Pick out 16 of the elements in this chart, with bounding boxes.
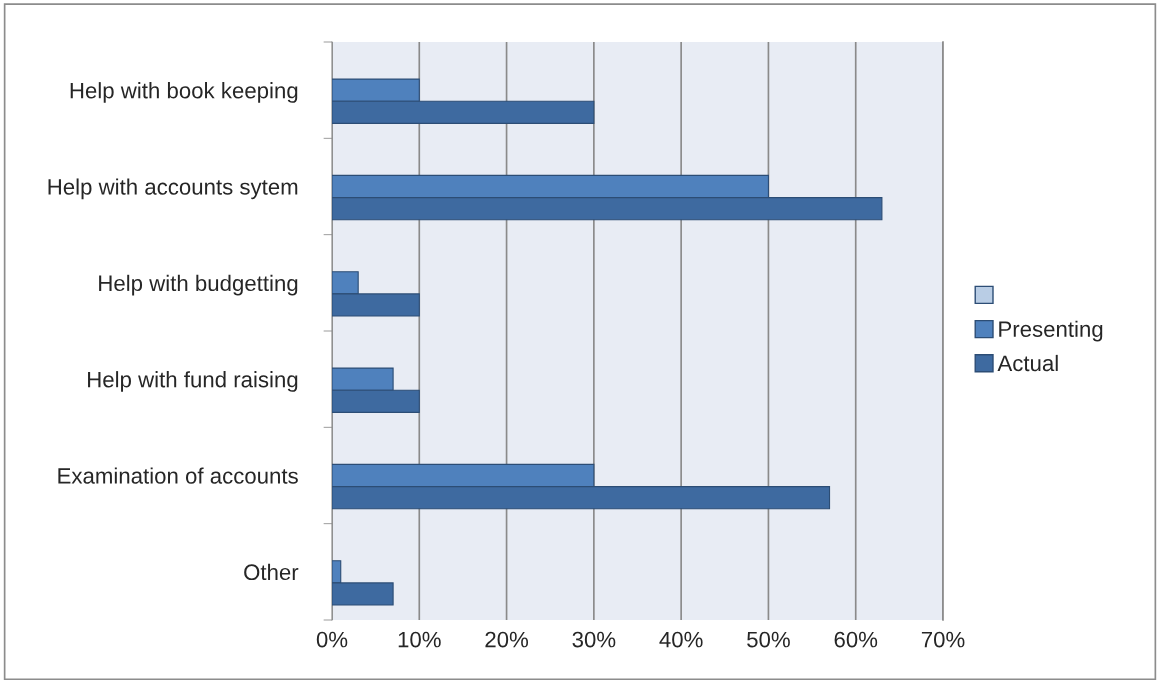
y-tick-label: Help with budgetting <box>99 274 298 296</box>
x-tick-label: 50% <box>747 631 790 648</box>
y-tick-label: Help with book keeping <box>70 82 298 103</box>
y-tick-label: Help with accounts sytem <box>48 178 298 200</box>
x-tick-label: 40% <box>659 631 703 648</box>
x-tick-label: 0% <box>316 631 348 648</box>
x-tick-label: 20% <box>485 631 529 648</box>
y-tick-label: Help with fund raising <box>88 371 298 392</box>
y-tick-label: Examination of accounts <box>58 467 298 484</box>
y-tick-label: Other <box>244 563 299 581</box>
x-tick-label: 70% <box>921 631 965 648</box>
legend-label: Presenting <box>999 320 1103 342</box>
x-tick-label: 10% <box>398 631 441 648</box>
x-tick-label: 30% <box>572 631 616 648</box>
legend-label: Actual <box>997 354 1058 372</box>
x-tick-label: 60% <box>834 631 878 648</box>
